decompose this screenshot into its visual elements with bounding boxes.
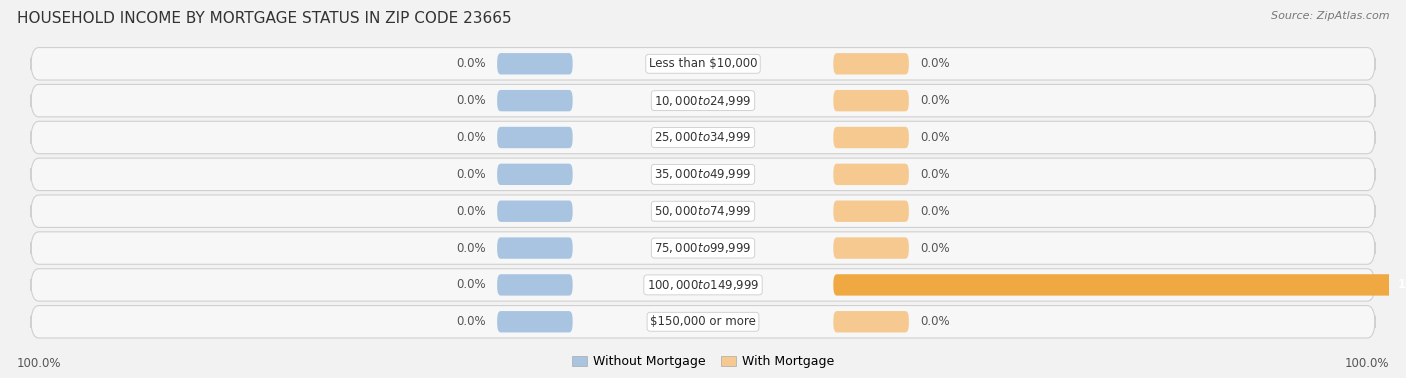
Text: HOUSEHOLD INCOME BY MORTGAGE STATUS IN ZIP CODE 23665: HOUSEHOLD INCOME BY MORTGAGE STATUS IN Z… bbox=[17, 11, 512, 26]
Text: 0.0%: 0.0% bbox=[920, 131, 949, 144]
FancyBboxPatch shape bbox=[498, 90, 572, 112]
Text: $75,000 to $99,999: $75,000 to $99,999 bbox=[654, 241, 752, 255]
Text: 0.0%: 0.0% bbox=[920, 242, 949, 254]
FancyBboxPatch shape bbox=[834, 311, 908, 333]
Text: 0.0%: 0.0% bbox=[920, 57, 949, 70]
FancyBboxPatch shape bbox=[31, 48, 1375, 80]
Text: 0.0%: 0.0% bbox=[920, 205, 949, 218]
Text: Less than $10,000: Less than $10,000 bbox=[648, 57, 758, 70]
Text: 100.0%: 100.0% bbox=[17, 358, 62, 370]
FancyBboxPatch shape bbox=[31, 158, 1375, 191]
Text: $10,000 to $24,999: $10,000 to $24,999 bbox=[654, 94, 752, 108]
FancyBboxPatch shape bbox=[498, 164, 572, 185]
Text: 100.0%: 100.0% bbox=[1344, 358, 1389, 370]
Text: 0.0%: 0.0% bbox=[920, 315, 949, 328]
FancyBboxPatch shape bbox=[31, 232, 1375, 264]
FancyBboxPatch shape bbox=[498, 311, 572, 333]
FancyBboxPatch shape bbox=[31, 305, 1375, 338]
Text: 0.0%: 0.0% bbox=[457, 131, 486, 144]
Text: $150,000 or more: $150,000 or more bbox=[650, 315, 756, 328]
FancyBboxPatch shape bbox=[834, 127, 908, 148]
FancyBboxPatch shape bbox=[498, 237, 572, 259]
Text: Source: ZipAtlas.com: Source: ZipAtlas.com bbox=[1271, 11, 1389, 21]
Text: 100.0%: 100.0% bbox=[1398, 279, 1406, 291]
Text: $25,000 to $34,999: $25,000 to $34,999 bbox=[654, 130, 752, 144]
FancyBboxPatch shape bbox=[498, 53, 572, 74]
Text: 0.0%: 0.0% bbox=[457, 279, 486, 291]
FancyBboxPatch shape bbox=[498, 127, 572, 148]
Text: 0.0%: 0.0% bbox=[457, 168, 486, 181]
Text: 0.0%: 0.0% bbox=[920, 94, 949, 107]
FancyBboxPatch shape bbox=[834, 200, 908, 222]
Text: 0.0%: 0.0% bbox=[920, 168, 949, 181]
FancyBboxPatch shape bbox=[834, 237, 908, 259]
Text: 0.0%: 0.0% bbox=[457, 94, 486, 107]
Legend: Without Mortgage, With Mortgage: Without Mortgage, With Mortgage bbox=[568, 351, 838, 372]
FancyBboxPatch shape bbox=[498, 274, 572, 296]
Text: $100,000 to $149,999: $100,000 to $149,999 bbox=[647, 278, 759, 292]
Text: $50,000 to $74,999: $50,000 to $74,999 bbox=[654, 204, 752, 218]
FancyBboxPatch shape bbox=[834, 274, 1406, 296]
Text: 0.0%: 0.0% bbox=[457, 205, 486, 218]
FancyBboxPatch shape bbox=[31, 121, 1375, 154]
FancyBboxPatch shape bbox=[498, 200, 572, 222]
FancyBboxPatch shape bbox=[834, 53, 908, 74]
FancyBboxPatch shape bbox=[31, 84, 1375, 117]
FancyBboxPatch shape bbox=[31, 269, 1375, 301]
Text: 0.0%: 0.0% bbox=[457, 242, 486, 254]
FancyBboxPatch shape bbox=[31, 195, 1375, 228]
Text: $35,000 to $49,999: $35,000 to $49,999 bbox=[654, 167, 752, 181]
Text: 0.0%: 0.0% bbox=[457, 57, 486, 70]
Text: 0.0%: 0.0% bbox=[457, 315, 486, 328]
FancyBboxPatch shape bbox=[834, 90, 908, 112]
FancyBboxPatch shape bbox=[834, 164, 908, 185]
